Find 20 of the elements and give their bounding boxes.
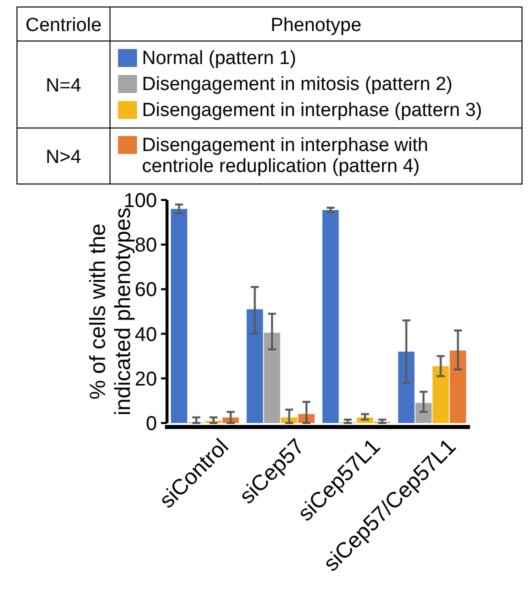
text: Centriole — [25, 15, 102, 36]
legend-label: Normal (pattern 1) — [142, 48, 296, 69]
legend-label: Disengagement in mitosis (pattern 2) — [142, 74, 452, 95]
legend-label: Disengagement in interphase with centriole reduplication (pattern 4) — [142, 135, 428, 177]
y-tick-label: 0 — [146, 413, 157, 435]
text: Phenotype — [270, 15, 362, 36]
legend-label: Disengagement in interphase (pattern 3) — [142, 100, 482, 121]
y-tick-label: 80 — [134, 234, 157, 257]
y-tick-label: 40 — [134, 324, 157, 346]
bar — [322, 210, 339, 423]
y-tick-label: 60 — [134, 279, 157, 302]
bar — [264, 332, 280, 423]
bar — [450, 350, 466, 423]
bar — [432, 366, 449, 423]
bar — [170, 208, 188, 423]
text: N>4 — [46, 147, 82, 168]
y-tick-label: 20 — [134, 368, 157, 390]
text: N=4 — [46, 76, 82, 96]
bar — [398, 352, 414, 423]
bar — [246, 309, 263, 423]
